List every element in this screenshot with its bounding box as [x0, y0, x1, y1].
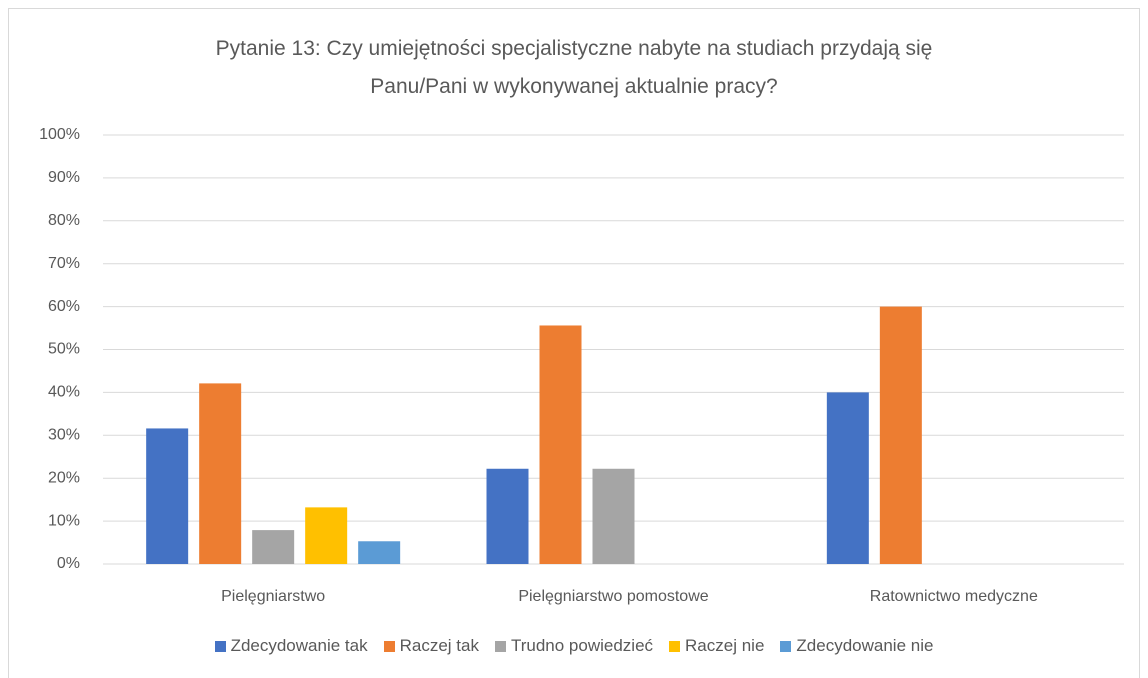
chart-title: Pytanie 13: Czy umiejętności specjalisty…: [215, 37, 933, 98]
bar: [199, 383, 242, 564]
legend-label: Raczej tak: [399, 636, 479, 655]
x-tick-label: Pielęgniarstwo: [221, 588, 325, 605]
y-tick-label: 30%: [48, 427, 80, 444]
bar: [358, 541, 401, 564]
y-tick-label: 60%: [48, 298, 80, 315]
legend-item: Zdecydowanie tak: [214, 636, 368, 656]
y-tick-label: 50%: [48, 341, 80, 358]
chart-border: [8, 8, 1140, 678]
bar: [826, 392, 869, 564]
x-tick-label: Pielęgniarstwo pomostowe: [518, 588, 708, 605]
bar: [486, 468, 529, 564]
y-tick-label: 100%: [39, 126, 80, 143]
legend-swatch: [494, 640, 506, 652]
y-tick-label: 70%: [48, 255, 80, 272]
legend-swatch: [669, 640, 681, 652]
y-tick-label: 90%: [48, 169, 80, 186]
legend-label: Raczej nie: [685, 636, 765, 655]
y-tick-label: 80%: [48, 212, 80, 229]
bar: [146, 428, 189, 564]
legend-item: Zdecydowanie nie: [780, 636, 933, 656]
y-tick-label: 20%: [48, 469, 80, 486]
legend-swatch: [383, 640, 395, 652]
title-wrap: Pytanie 13: Czy umiejętności specjalisty…: [0, 30, 1148, 106]
bar: [539, 325, 582, 564]
bar: [592, 468, 635, 564]
legend-label: Zdecydowanie tak: [230, 636, 368, 655]
legend-item: Raczej nie: [669, 636, 764, 656]
legend: Zdecydowanie tak Raczej tak Trudno powiedz…: [0, 636, 1148, 656]
legend-item: Raczej tak: [383, 636, 479, 656]
legend-label: Zdecydowanie nie: [796, 636, 934, 655]
legend-label: Trudno powiedzieć: [510, 636, 654, 655]
bar: [305, 507, 348, 564]
legend-swatch: [214, 640, 226, 652]
x-tick-label: Ratownictwo medyczne: [870, 588, 1038, 605]
bar: [252, 530, 295, 564]
legend-swatch: [780, 640, 792, 652]
y-tick-label: 40%: [48, 384, 80, 401]
legend-item: Trudno powiedzieć: [494, 636, 654, 656]
y-tick-label: 10%: [48, 512, 80, 529]
bar: [879, 306, 922, 564]
y-tick-label: 0%: [57, 555, 80, 572]
